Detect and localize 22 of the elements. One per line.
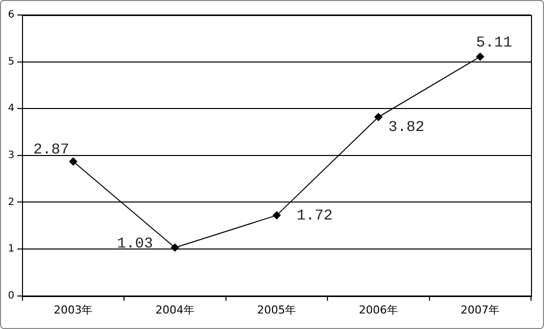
y-tick-label: 3 bbox=[8, 150, 14, 161]
x-tick-label: 2004年 bbox=[155, 303, 194, 316]
point bbox=[170, 244, 179, 252]
data-label: 1.72 bbox=[296, 207, 333, 224]
point bbox=[374, 113, 382, 122]
data-label: 2.87 bbox=[33, 141, 70, 158]
y-tick-label: 4 bbox=[8, 103, 14, 114]
y-tick-label: 0 bbox=[8, 290, 14, 302]
x-tick-label: 2005年 bbox=[257, 303, 296, 316]
y-tick-label: 1 bbox=[8, 244, 14, 255]
point bbox=[69, 157, 78, 166]
y-tick-label: 5 bbox=[8, 56, 14, 68]
point bbox=[476, 52, 484, 61]
x-tick-label: 2006年 bbox=[358, 303, 398, 316]
data-label: 3.82 bbox=[388, 118, 424, 136]
x-tick-label: 2007年 bbox=[460, 303, 500, 316]
point bbox=[272, 211, 281, 220]
data-label: 5.11 bbox=[476, 34, 512, 52]
data-label: 1.03 bbox=[116, 236, 153, 253]
x-tick-label: 2003年 bbox=[54, 303, 93, 316]
y-tick-label: 2 bbox=[8, 196, 14, 208]
y-tick-label: 6 bbox=[8, 10, 14, 21]
